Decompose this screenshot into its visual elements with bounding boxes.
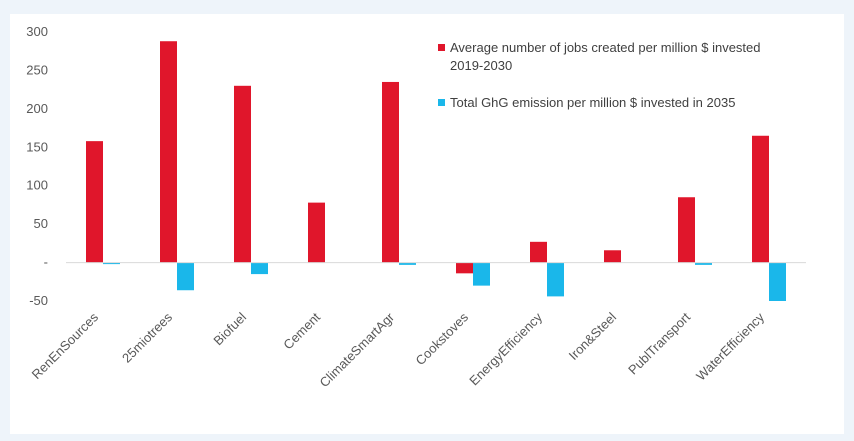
legend-swatch-0 [438,44,445,51]
x-tick-label: RenEnSources [29,309,102,382]
chart-panel [10,14,844,434]
ghg-bar-6 [547,262,564,297]
y-tick-label: 250 [26,62,48,77]
x-tick-label: Cement [280,309,323,352]
jobs-bar-1 [160,41,177,263]
legend-swatch-1 [438,99,445,106]
jobs-bar-7 [604,250,621,263]
y-tick-label: -50 [29,293,48,308]
y-tick-label: 100 [26,178,48,193]
ghg-bar-1 [177,262,194,291]
jobs-bar-3 [308,202,325,263]
x-tick-label: Iron&Steel [566,309,620,363]
jobs-bar-0 [86,141,103,263]
x-tick-label: Biofuel [210,309,249,348]
y-tick-label: 200 [26,101,48,116]
jobs-bar-5 [456,262,473,274]
jobs-bar-2 [234,85,251,263]
y-tick-label: 150 [26,139,48,154]
y-tick-label: - [44,255,48,270]
x-tick-label: 25miotrees [119,309,175,365]
y-tick-label: 300 [26,24,48,39]
legend-label-0: 2019-2030 [450,58,512,73]
x-tick-label: ClimateSmartAgr [317,309,398,390]
x-tick-label: PublTransport [625,309,693,377]
jobs-bar-9 [752,135,769,263]
ghg-bar-0 [103,262,120,265]
jobs-bar-4 [382,81,399,263]
legend-label-0: Average number of jobs created per milli… [450,40,761,55]
ghg-bar-4 [399,262,416,265]
y-tick-label: 50 [34,216,48,231]
jobs-bar-6 [530,241,547,263]
ghg-bar-5 [473,262,490,286]
legend-label-1: Total GhG emission per million $ investe… [450,95,735,110]
x-tick-label: WaterEfficiency [693,309,767,383]
ghg-bar-8 [695,262,712,265]
x-tick-label: Cookstoves [412,309,471,368]
ghg-bar-9 [769,262,786,301]
ghg-bar-2 [251,262,268,275]
jobs-bar-8 [678,197,695,263]
x-tick-label: EnergyEfficiency [466,309,545,388]
